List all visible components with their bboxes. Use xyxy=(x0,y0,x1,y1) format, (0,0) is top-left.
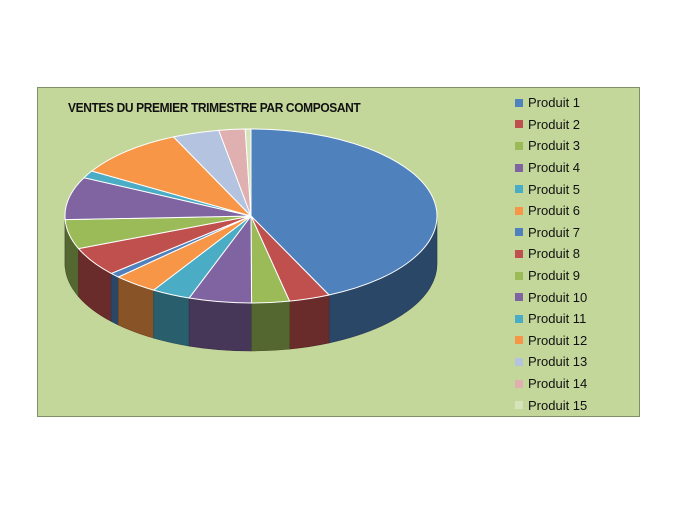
legend-swatch xyxy=(515,314,523,323)
legend-swatch xyxy=(515,293,523,302)
pie-slice-side-2 xyxy=(289,294,330,350)
legend-swatch xyxy=(515,271,523,280)
pie-chart xyxy=(64,128,438,352)
legend-swatch xyxy=(515,98,523,107)
legend-swatch xyxy=(515,120,523,129)
legend-item-7: Produit 7 xyxy=(515,222,635,244)
legend-swatch xyxy=(515,249,523,258)
legend-item-12: Produit 12 xyxy=(515,330,635,352)
legend-item-10: Produit 10 xyxy=(515,286,635,308)
legend-label: Produit 5 xyxy=(528,181,581,197)
legend-swatch xyxy=(515,379,523,388)
pie-slice-12 xyxy=(90,136,253,217)
legend-item-8: Produit 8 xyxy=(515,243,635,265)
legend-swatch xyxy=(515,336,523,345)
chart-legend: Produit 1 Produit 2 Produit 3 Produit 4 Prod… xyxy=(515,92,635,416)
legend-label: Produit 11 xyxy=(528,311,587,327)
legend-item-5: Produit 5 xyxy=(515,178,635,200)
legend-label: Produit 7 xyxy=(528,224,581,240)
legend-label: Produit 13 xyxy=(528,354,588,370)
legend-label: Produit 15 xyxy=(528,397,588,413)
chart-title: VENTES DU PREMIER TRIMESTRE PAR COMPOSAN… xyxy=(68,100,361,115)
legend-swatch xyxy=(515,228,523,237)
pie-slice-10 xyxy=(64,177,252,221)
legend-swatch xyxy=(515,185,523,194)
legend-swatch xyxy=(515,206,523,215)
legend-label: Produit 4 xyxy=(528,160,581,176)
legend-item-3: Produit 3 xyxy=(515,135,635,157)
legend-label: Produit 14 xyxy=(528,376,588,392)
legend-item-2: Produit 2 xyxy=(515,114,635,136)
legend-label: Produit 10 xyxy=(528,289,588,305)
legend-item-13: Produit 13 xyxy=(515,351,635,373)
legend-label: Produit 9 xyxy=(528,268,581,284)
pie-slice-side-3 xyxy=(251,300,290,352)
legend-item-4: Produit 4 xyxy=(515,157,635,179)
legend-label: Produit 6 xyxy=(528,203,581,219)
pie-slice-side-5 xyxy=(153,289,190,347)
legend-swatch xyxy=(515,163,523,172)
legend-item-11: Produit 11 xyxy=(515,308,635,330)
pie-slice-1 xyxy=(250,128,438,296)
legend-item-1: Produit 1 xyxy=(515,92,635,114)
legend-item-15: Produit 15 xyxy=(515,394,635,416)
legend-item-14: Produit 14 xyxy=(515,373,635,395)
legend-label: Produit 2 xyxy=(528,116,581,132)
legend-label: Produit 12 xyxy=(528,332,588,348)
pie-slice-15 xyxy=(244,128,252,217)
pie-slice-side-4 xyxy=(188,297,252,352)
legend-item-6: Produit 6 xyxy=(515,200,635,222)
legend-label: Produit 3 xyxy=(528,138,581,154)
legend-swatch xyxy=(515,141,523,150)
legend-item-9: Produit 9 xyxy=(515,265,635,287)
legend-label: Produit 8 xyxy=(528,246,581,262)
legend-label: Produit 1 xyxy=(528,95,581,111)
legend-swatch xyxy=(515,357,523,366)
legend-swatch xyxy=(515,401,523,410)
chart-area: VENTES DU PREMIER TRIMESTRE PAR COMPOSAN… xyxy=(37,87,640,417)
pie-slice-side-7 xyxy=(110,272,119,326)
